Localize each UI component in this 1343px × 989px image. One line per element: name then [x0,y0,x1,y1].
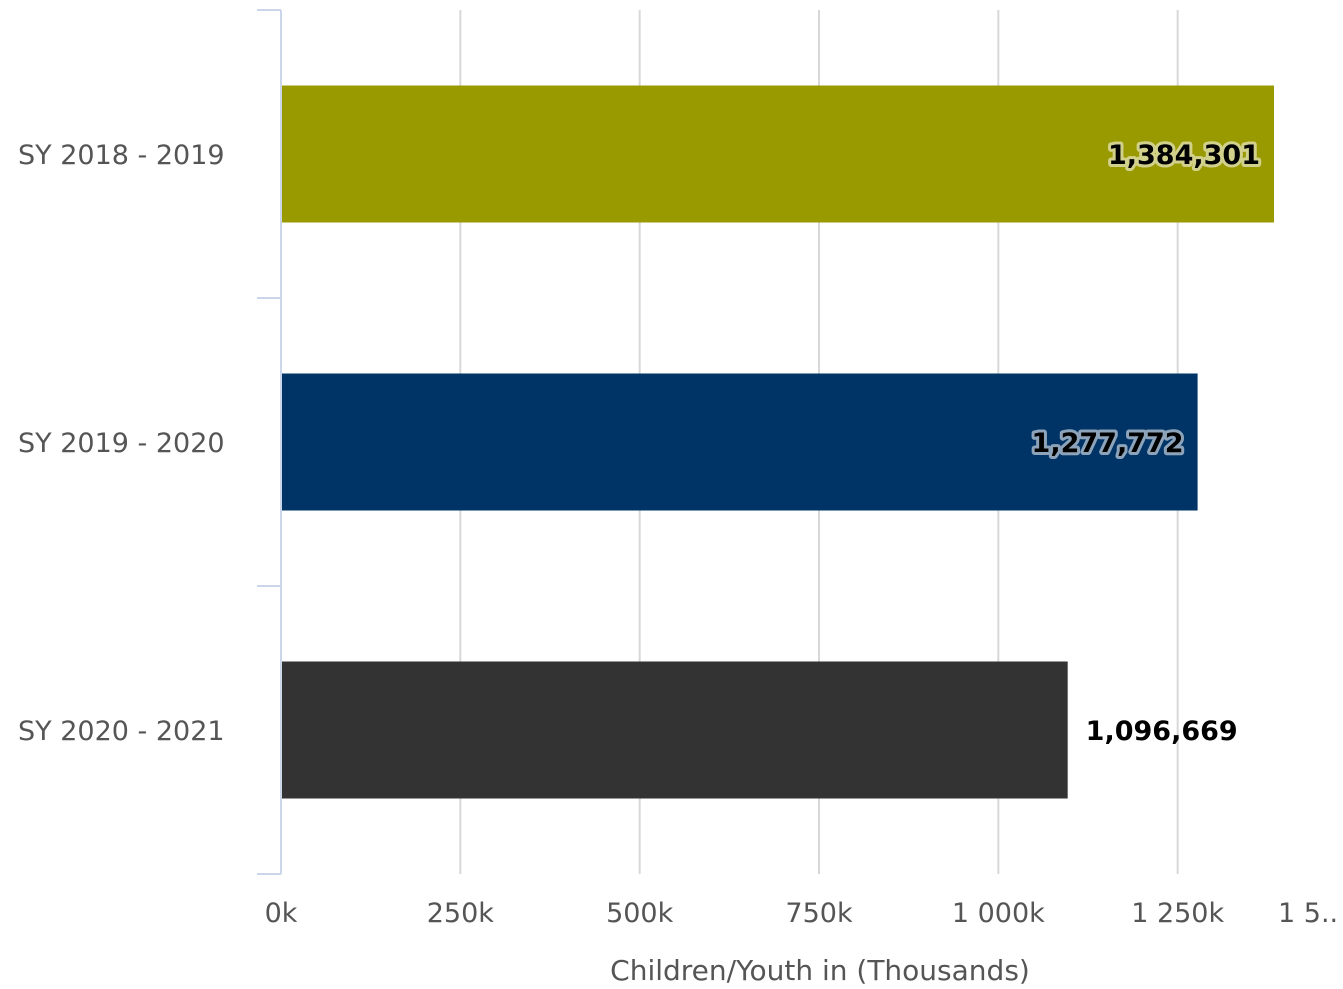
x-axis: 0k 250k 500k 750k 1 000k 1 250k 1 5.. [265,898,1339,929]
data-labels: 1,384,3011,384,3011,277,7721,277,7721,09… [1029,137,1263,747]
data-label: 1,277,772 [1032,428,1184,459]
bars [281,85,1275,799]
x-tick-label: 0k [265,898,298,929]
data-label: 1,096,669 [1086,716,1238,747]
x-tick-label: 250k [427,898,495,929]
x-tick-label: 1 000k [952,898,1045,929]
y-axis: SY 2018 - 2019 SY 2019 - 2020 SY 2020 - 20… [18,9,282,875]
bar [281,373,1198,511]
x-axis-title: Children/Youth in (Thousands) [610,954,1030,987]
data-label-halo: 1,384,301 [1108,140,1260,171]
x-tick-label: 1 5.. [1278,898,1338,929]
category-label: SY 2020 - 2021 [18,716,225,747]
category-label: SY 2019 - 2020 [18,428,225,459]
x-tick-label: 750k [785,898,853,929]
data-label: 1,384,301 [1108,140,1260,171]
bar [281,85,1275,223]
category-label: SY 2018 - 2019 [18,140,225,171]
data-label-halo: 1,277,772 [1032,428,1184,459]
x-tick-label: 1 250k [1131,898,1224,929]
bar [281,661,1068,799]
x-tick-label: 500k [606,898,674,929]
